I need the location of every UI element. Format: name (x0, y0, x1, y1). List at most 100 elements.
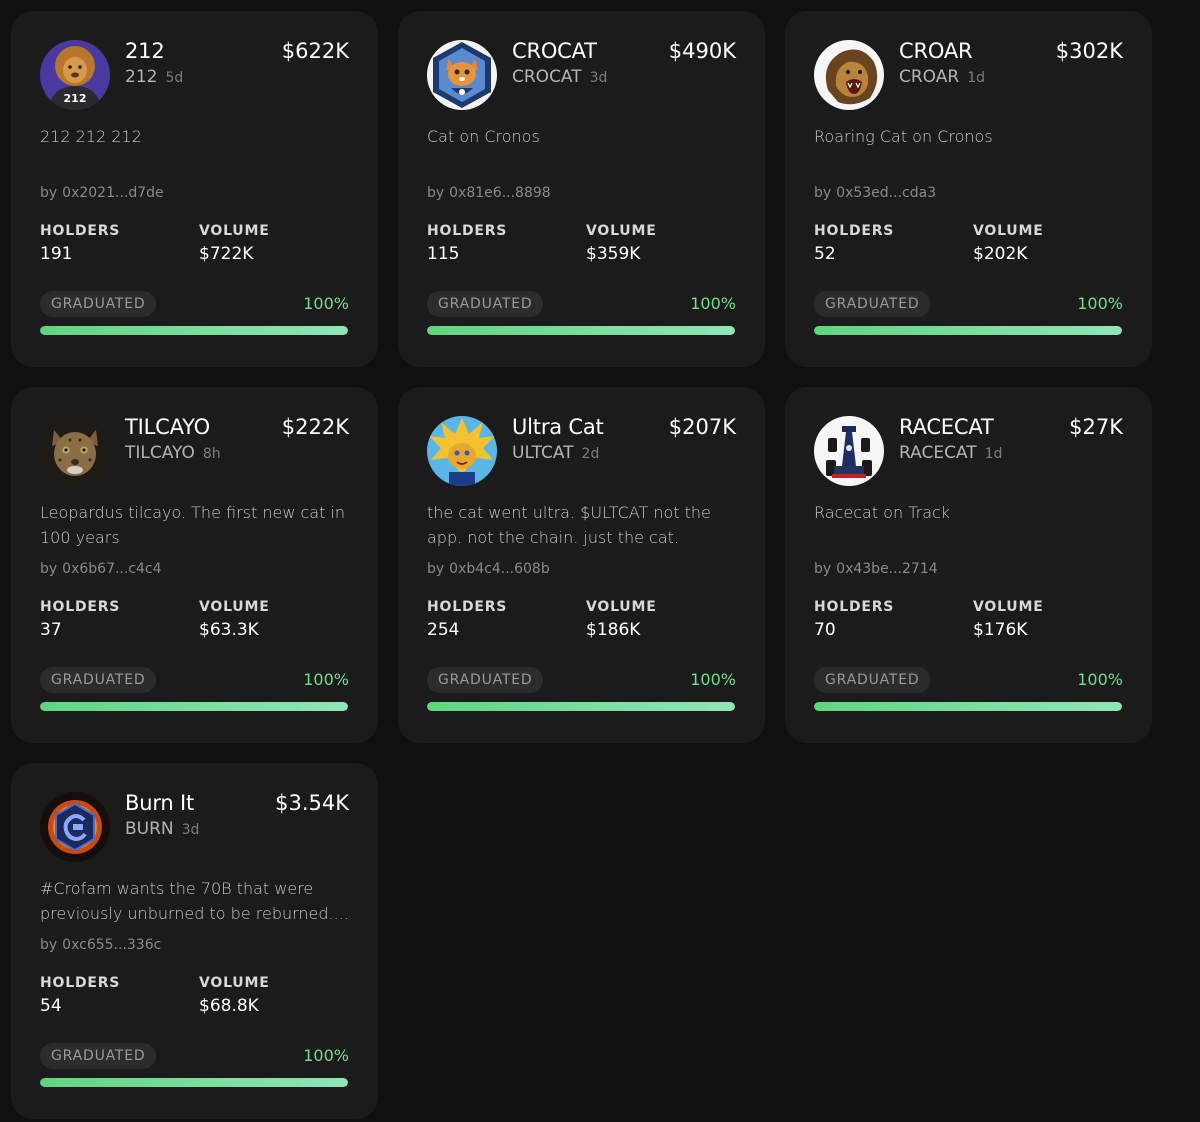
volume-value: $202K (973, 244, 1028, 264)
volume-value: $68.8K (199, 996, 259, 1016)
progress-fill (427, 326, 735, 335)
token-card-crocat[interactable]: CROCAT CROCAT 3d $490K Cat on Cronos by 0x… (398, 11, 765, 367)
token-card-racecat[interactable]: RACECAT RACECAT 1d $27K Racecat on Track … (785, 387, 1152, 743)
creator-address[interactable]: 0x43be...2714 (836, 561, 938, 577)
creator-line: by 0xb4c4...608b (427, 561, 550, 577)
by-label: by (40, 937, 58, 953)
holders-value: 37 (40, 620, 62, 640)
creator-address[interactable]: 0x81e6...8898 (449, 185, 551, 201)
holders-value: 115 (427, 244, 460, 264)
ticker-row: CROCAT 3d (512, 67, 607, 87)
token-ticker: BURN (125, 819, 174, 839)
creator-address[interactable]: 0x53ed...cda3 (836, 185, 937, 201)
progress-bar (814, 326, 1122, 335)
token-name: CROCAT (512, 39, 597, 63)
token-name: 212 (125, 39, 165, 63)
progress-bar (40, 1078, 348, 1087)
token-age: 1d (967, 70, 986, 86)
market-cap: $27K (1069, 415, 1123, 439)
volume-value: $722K (199, 244, 254, 264)
token-card-croar[interactable]: CROAR CROAR 1d $302K Roaring Cat on Crono… (785, 11, 1152, 367)
holders-label: HOLDERS (40, 599, 121, 615)
lion-hoodie-avatar-icon: 212 (40, 40, 110, 110)
token-description: #Crofam wants the 70B that were previous… (40, 879, 349, 923)
volume-value: $63.3K (199, 620, 259, 640)
creator-address[interactable]: 0x6b67...c4c4 (62, 561, 162, 577)
token-age: 1d (984, 446, 1003, 462)
ticker-row: ULTCAT 2d (512, 443, 599, 463)
token-description: 212 212 212 (40, 127, 142, 146)
holders-label: HOLDERS (40, 975, 121, 991)
holders-value: 70 (814, 620, 836, 640)
progress-percent: 100% (303, 1046, 349, 1065)
status-badge: GRADUATED (814, 667, 931, 693)
holders-label: HOLDERS (40, 223, 121, 239)
market-cap: $490K (668, 39, 736, 63)
race-car-icon (814, 416, 884, 486)
volume-label: VOLUME (973, 223, 1044, 239)
token-age: 5d (165, 70, 184, 86)
volume-value: $359K (586, 244, 641, 264)
by-label: by (427, 185, 445, 201)
ticker-row: CROAR 1d (899, 67, 985, 87)
creator-line: by 0x6b67...c4c4 (40, 561, 162, 577)
progress-percent: 100% (1077, 294, 1123, 313)
holders-label: HOLDERS (814, 599, 895, 615)
creator-address[interactable]: 0x2021...d7de (62, 185, 164, 201)
progress-percent: 100% (1077, 670, 1123, 689)
progress-percent: 100% (303, 670, 349, 689)
token-card-tilcayo[interactable]: TILCAYO TILCAYO 8h $222K Leopardus tilcay… (11, 387, 378, 743)
progress-bar (40, 702, 348, 711)
holders-label: HOLDERS (814, 223, 895, 239)
by-label: by (814, 185, 832, 201)
token-card-212[interactable]: 212 212 212 5d $622K 212 212 212 by 0x2021… (11, 11, 378, 367)
progress-percent: 100% (690, 294, 736, 313)
by-label: by (40, 185, 58, 201)
token-ticker: 212 (125, 67, 158, 87)
holders-value: 52 (814, 244, 836, 264)
ticker-row: TILCAYO 8h (125, 443, 221, 463)
holders-value: 191 (40, 244, 73, 264)
creator-address[interactable]: 0xb4c4...608b (449, 561, 550, 577)
token-name: RACECAT (899, 415, 994, 439)
market-cap: $622K (281, 39, 349, 63)
volume-label: VOLUME (586, 223, 657, 239)
token-age: 3d (589, 70, 608, 86)
volume-label: VOLUME (199, 599, 270, 615)
creator-line: by 0x2021...d7de (40, 185, 164, 201)
market-cap: $302K (1055, 39, 1123, 63)
progress-fill (40, 326, 348, 335)
token-name: Ultra Cat (512, 415, 604, 439)
holders-label: HOLDERS (427, 599, 508, 615)
status-badge: GRADUATED (40, 667, 157, 693)
token-ticker: CROAR (899, 67, 960, 87)
token-card-burn-it[interactable]: Burn It BURN 3d $3.54K #Crofam wants the … (11, 763, 378, 1119)
orange-cat-hexagon-icon (427, 40, 497, 110)
holders-label: HOLDERS (427, 223, 508, 239)
progress-percent: 100% (690, 670, 736, 689)
market-cap: $3.54K (275, 791, 349, 815)
progress-bar (814, 702, 1122, 711)
token-ticker: TILCAYO (125, 443, 195, 463)
token-name: Burn It (125, 791, 194, 815)
token-description: the cat went ultra. $ULTCAT not the app.… (427, 503, 711, 547)
ticker-row: 212 5d (125, 67, 183, 87)
creator-address[interactable]: 0xc655...336c (62, 937, 162, 953)
token-name: CROAR (899, 39, 973, 63)
ticker-row: BURN 3d (125, 819, 199, 839)
status-badge: GRADUATED (427, 291, 544, 317)
token-age: 3d (181, 822, 200, 838)
creator-line: by 0x81e6...8898 (427, 185, 551, 201)
volume-label: VOLUME (973, 599, 1044, 615)
token-name: TILCAYO (125, 415, 210, 439)
token-card-ultra-cat[interactable]: Ultra Cat ULTCAT 2d $207K the cat went ul… (398, 387, 765, 743)
volume-label: VOLUME (199, 223, 270, 239)
wild-cat-icon (40, 416, 110, 486)
holders-value: 54 (40, 996, 62, 1016)
market-cap: $222K (281, 415, 349, 439)
volume-value: $186K (586, 620, 641, 640)
volume-label: VOLUME (199, 975, 270, 991)
progress-fill (40, 702, 348, 711)
status-badge: GRADUATED (427, 667, 544, 693)
progress-fill (427, 702, 735, 711)
